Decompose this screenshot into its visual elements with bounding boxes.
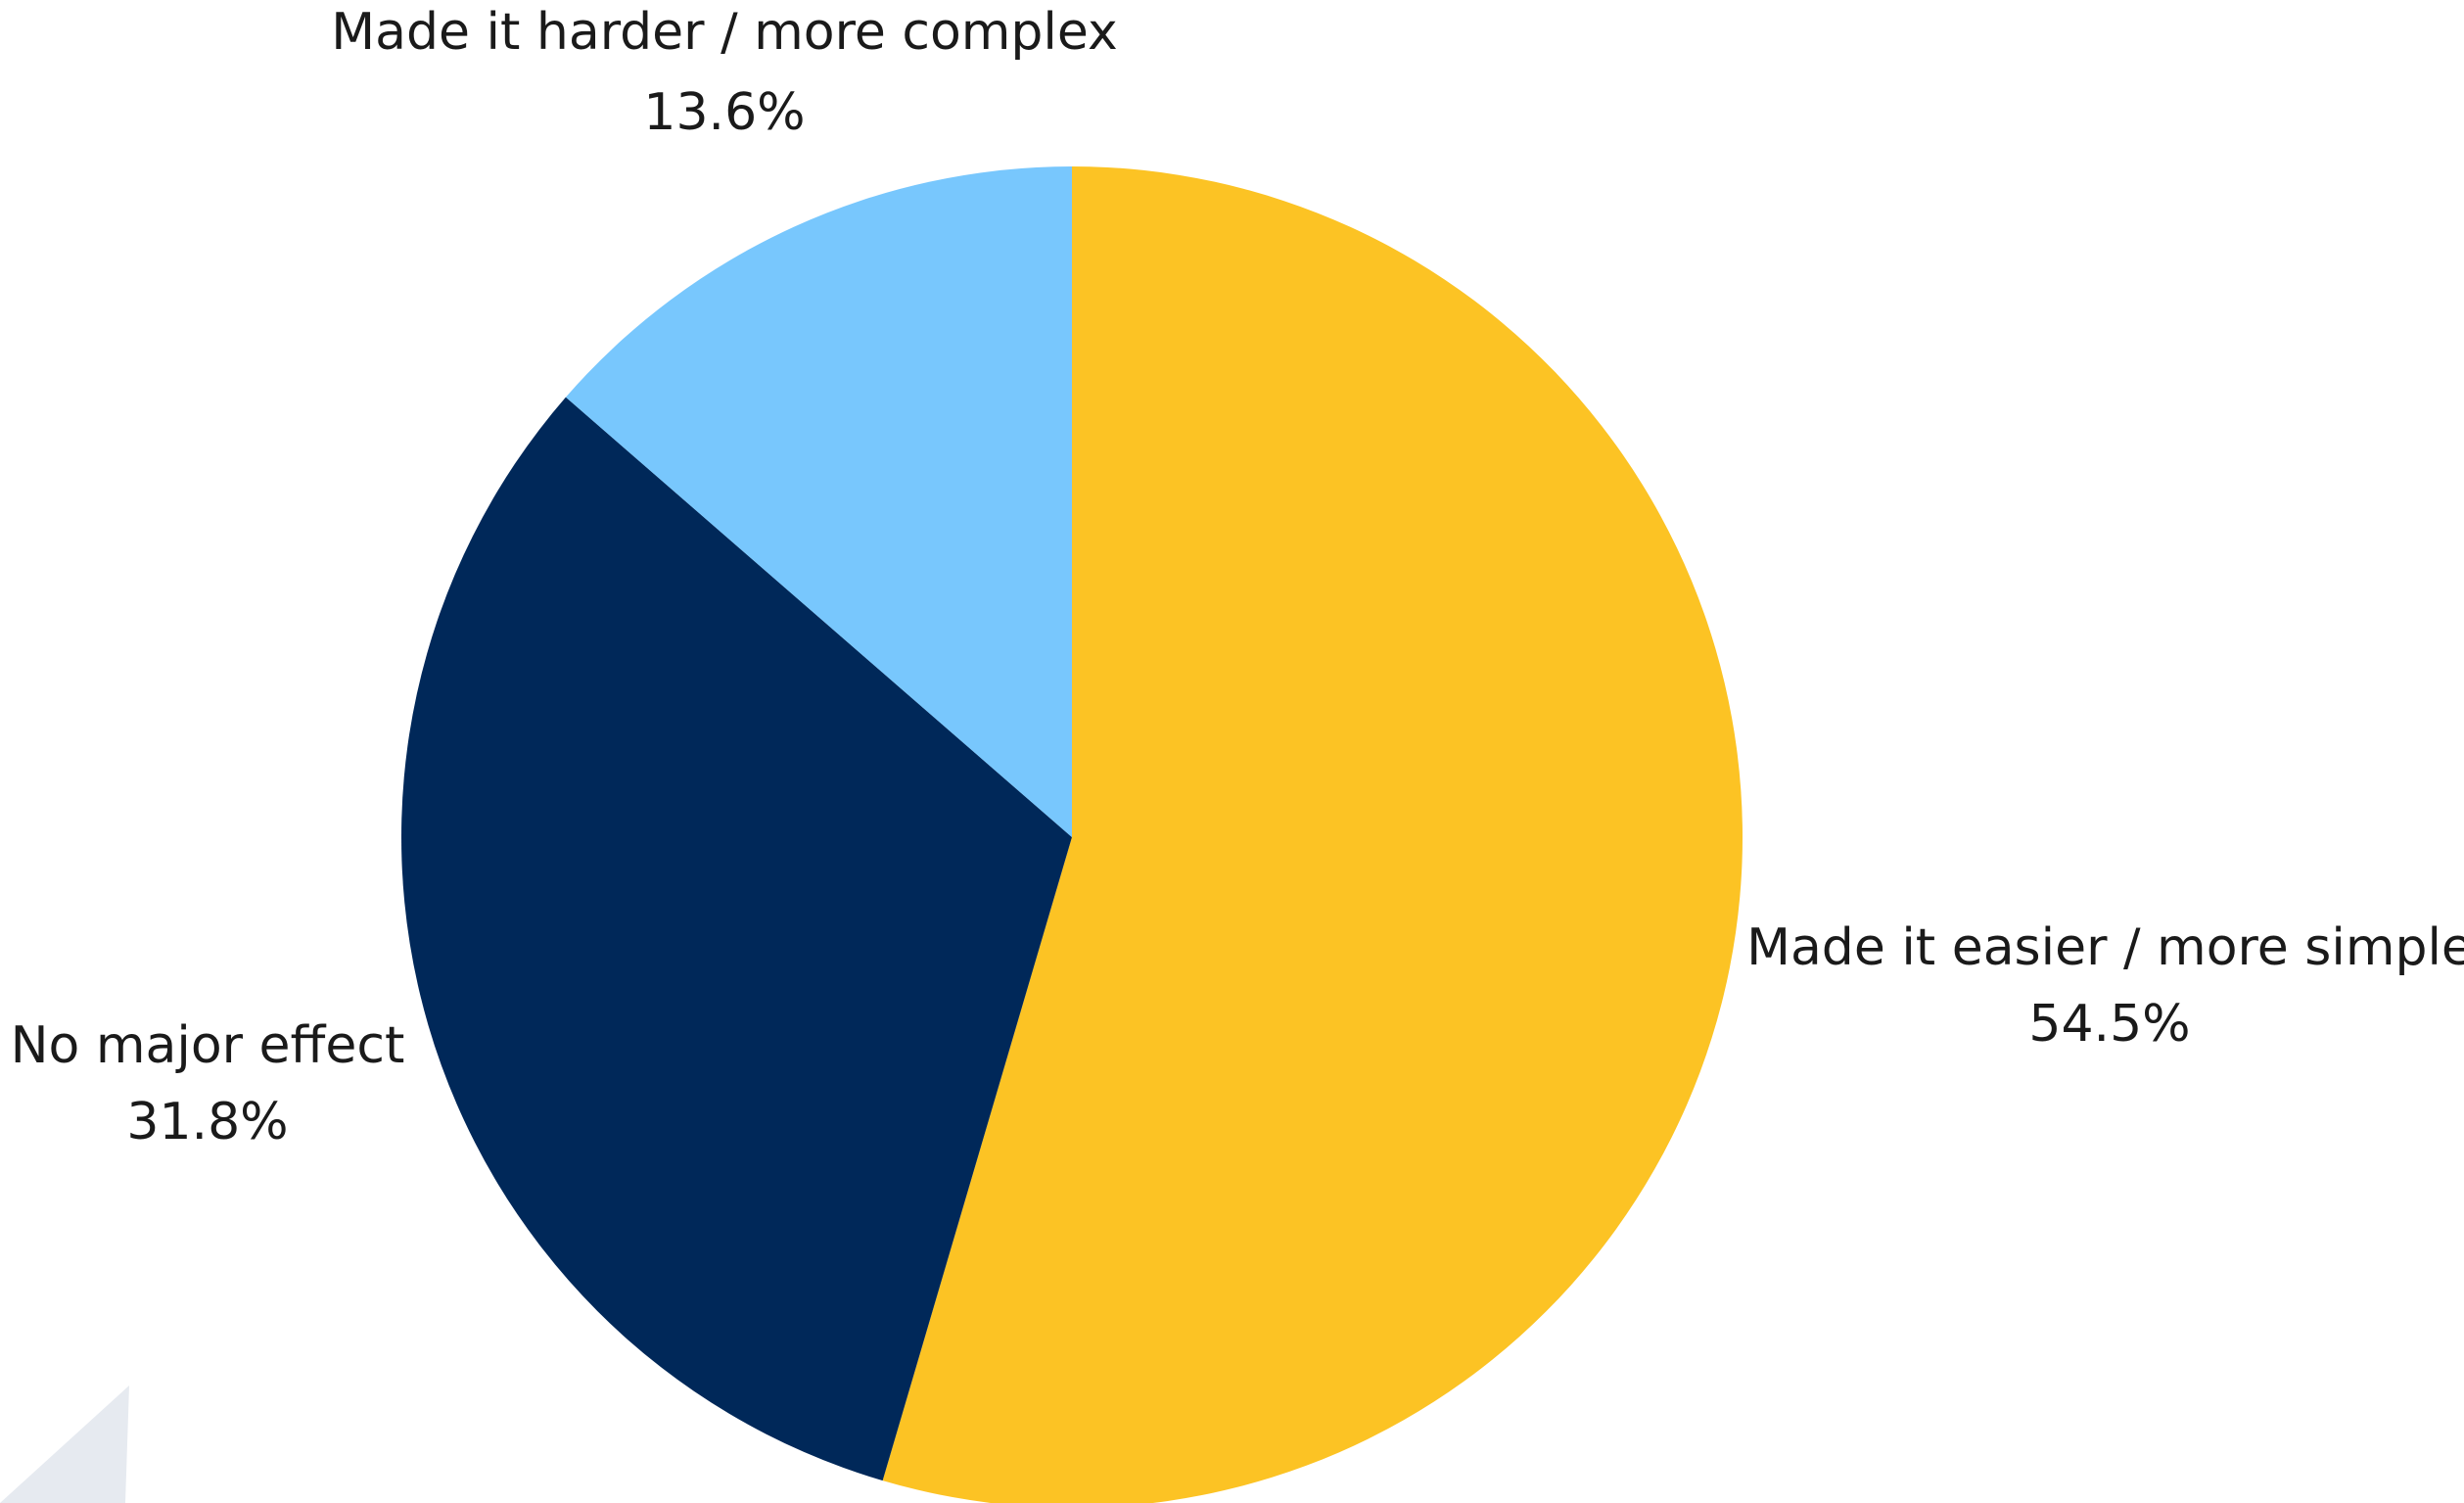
slice-label-2: No major effect: [11, 1016, 405, 1075]
pie-slices: [401, 166, 1743, 1503]
decorative-triangle: [0, 1386, 129, 1503]
slice-label-1: Made it easier / more simple: [1746, 918, 2464, 977]
slice-label-3: Made it harder / more complex: [331, 3, 1117, 62]
pie-labels: Made it easier / more simple 54.5% No majo…: [11, 3, 2464, 1151]
pie-slice-2: [401, 397, 1072, 1481]
slice-value-label-2: 31.8%: [126, 1093, 288, 1151]
slice-value-label-1: 54.5%: [2028, 995, 2190, 1054]
pie-slice-1: [882, 166, 1743, 1503]
pie-slice-3: [565, 166, 1072, 837]
slice-value-label-3: 13.6%: [643, 83, 805, 142]
